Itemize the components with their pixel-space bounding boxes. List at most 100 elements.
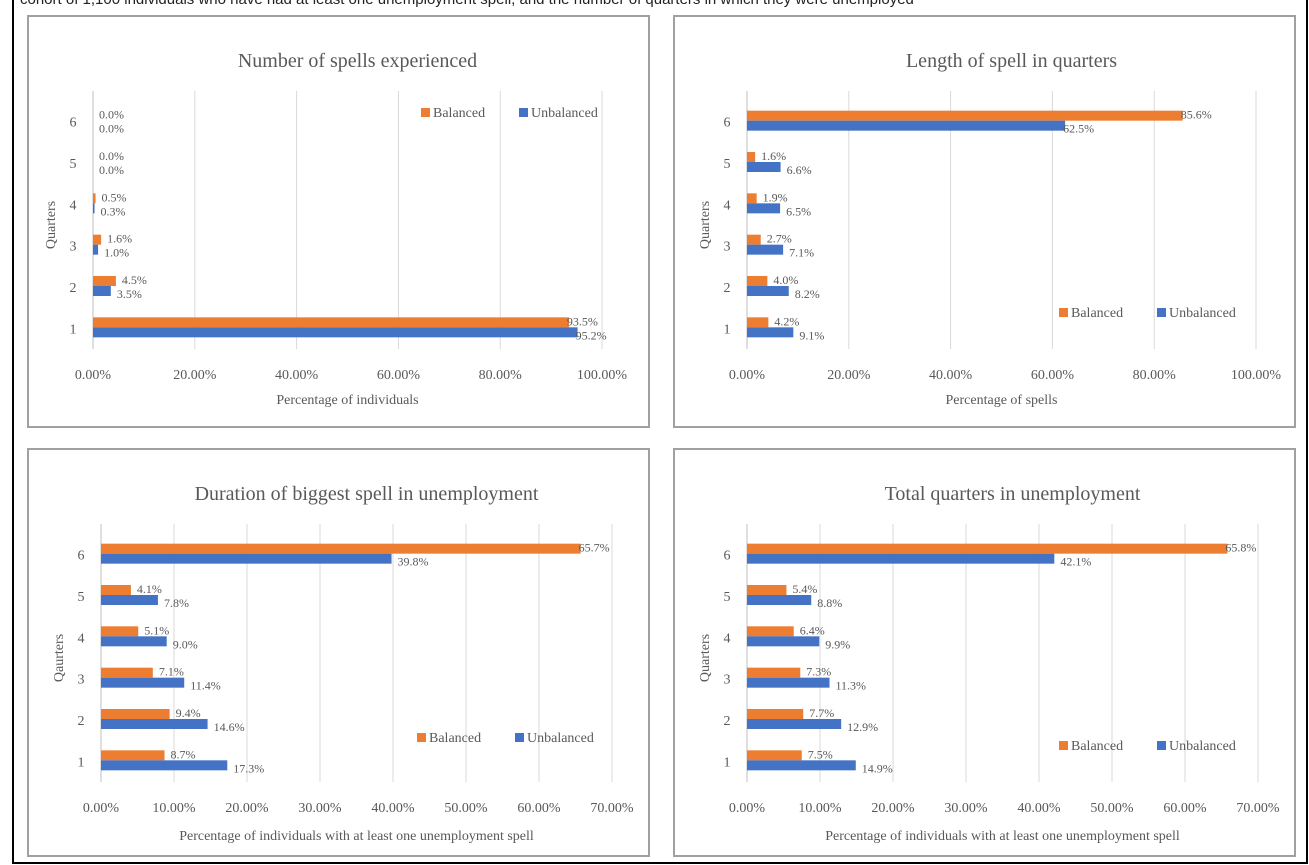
data-label: 7.7% bbox=[809, 706, 834, 720]
data-label: 0.0% bbox=[99, 163, 124, 177]
bar-unbalanced-3 bbox=[747, 677, 830, 688]
bar-balanced-1 bbox=[101, 750, 165, 761]
chart-title: Number of spells experienced bbox=[238, 50, 477, 72]
legend-label-balanced: Balanced bbox=[1071, 306, 1123, 321]
bar-balanced-2 bbox=[747, 276, 768, 286]
data-label: 6.5% bbox=[786, 204, 811, 218]
data-label: 7.1% bbox=[159, 665, 184, 679]
data-label: 3.5% bbox=[117, 287, 142, 301]
data-label: 7.8% bbox=[164, 596, 189, 610]
data-label: 1.6% bbox=[761, 149, 786, 163]
data-label: 5.4% bbox=[792, 582, 817, 596]
legend-label-unbalanced: Unbalanced bbox=[527, 731, 594, 746]
y-tick-label: 3 bbox=[724, 673, 731, 688]
x-tick-label: 60.00% bbox=[1163, 801, 1207, 816]
data-label: 9.0% bbox=[173, 637, 198, 651]
bar-balanced-3 bbox=[747, 667, 801, 678]
bar-unbalanced-6 bbox=[747, 120, 1066, 131]
bar-unbalanced-5 bbox=[747, 162, 781, 172]
bar-balanced-6 bbox=[101, 543, 581, 554]
y-tick-label: 4 bbox=[724, 631, 731, 646]
page-frame bbox=[12, 0, 1308, 864]
legend-label-balanced: Balanced bbox=[1071, 739, 1123, 754]
data-label: 1.6% bbox=[107, 232, 132, 246]
data-label: 6.6% bbox=[787, 163, 812, 177]
y-tick-label: 1 bbox=[724, 322, 731, 337]
x-tick-label: 10.00% bbox=[152, 801, 196, 816]
chart-number-of-spells-svg: Number of spells experienced 0.00% 20.00% 4… bbox=[44, 50, 627, 408]
legend-swatch-unbalanced bbox=[1157, 741, 1166, 750]
data-label: 7.5% bbox=[808, 747, 833, 761]
chart-title: Total quarters in unemployment bbox=[885, 483, 1141, 505]
x-tick-label: 20.00% bbox=[871, 801, 915, 816]
bar-balanced-1 bbox=[93, 317, 569, 328]
legend-swatch-unbalanced bbox=[515, 733, 524, 742]
x-tick-label: 60.00% bbox=[517, 801, 561, 816]
chart-total-quarters: Total quarters in unemployment 0.00% 10.00… bbox=[673, 448, 1296, 857]
legend-swatch-balanced bbox=[417, 733, 426, 742]
chart-title: Length of spell in quarters bbox=[906, 50, 1117, 72]
bar-unbalanced-3 bbox=[93, 244, 99, 255]
data-label: 4.5% bbox=[122, 273, 147, 287]
bar-balanced-1 bbox=[747, 317, 769, 328]
bar-balanced-2 bbox=[101, 709, 170, 719]
legend-swatch-unbalanced bbox=[1157, 308, 1166, 317]
header-fragment: cohort of 1,100 individuals who have had… bbox=[0, 0, 1309, 10]
data-label: 12.9% bbox=[847, 720, 878, 734]
bar-balanced-4 bbox=[93, 193, 96, 204]
chart-length-of-spell: Length of spell in quarters 0.00% 20.00% 40… bbox=[673, 15, 1296, 428]
y-tick-label: 1 bbox=[724, 755, 731, 770]
data-label: 0.0% bbox=[99, 149, 124, 163]
x-tick-label: 20.00% bbox=[827, 368, 871, 383]
data-label: 14.9% bbox=[862, 761, 893, 775]
bar-balanced-6 bbox=[747, 110, 1183, 121]
y-tick-label: 5 bbox=[724, 590, 731, 605]
data-label: 7.1% bbox=[789, 246, 814, 260]
chart-title: Duration of biggest spell in unemploymen… bbox=[195, 483, 539, 505]
bar-unbalanced-2 bbox=[747, 719, 842, 729]
data-label: 17.3% bbox=[233, 761, 264, 775]
y-tick-label: 3 bbox=[724, 240, 731, 255]
data-label: 11.4% bbox=[190, 679, 221, 693]
bar-balanced-2 bbox=[747, 709, 804, 719]
chart-number-of-spells: Number of spells experienced 0.00% 20.00% 4… bbox=[27, 15, 650, 428]
bar-balanced-4 bbox=[747, 193, 757, 204]
data-label: 11.3% bbox=[835, 679, 866, 693]
bar-balanced-2 bbox=[93, 276, 116, 286]
bar-unbalanced-1 bbox=[93, 327, 578, 338]
data-label: 65.8% bbox=[1225, 541, 1256, 555]
bar-unbalanced-1 bbox=[747, 760, 856, 771]
bar-unbalanced-6 bbox=[747, 553, 1055, 564]
y-tick-label: 2 bbox=[78, 714, 85, 729]
legend-swatch-balanced bbox=[1059, 308, 1068, 317]
y-tick-label: 5 bbox=[70, 157, 77, 172]
bar-unbalanced-4 bbox=[747, 636, 820, 647]
y-tick-label: 4 bbox=[70, 198, 77, 213]
x-tick-label: 0.00% bbox=[83, 801, 120, 816]
data-label: 5.1% bbox=[144, 623, 169, 637]
y-tick-label: 2 bbox=[70, 281, 77, 296]
x-tick-label: 60.00% bbox=[377, 368, 421, 383]
bar-unbalanced-3 bbox=[747, 244, 784, 255]
y-tick-label: 3 bbox=[70, 240, 77, 255]
legend-label-unbalanced: Unbalanced bbox=[1169, 306, 1236, 321]
legend-label-unbalanced: Unbalanced bbox=[531, 106, 598, 121]
y-tick-label: 4 bbox=[78, 631, 85, 646]
y-tick-label: 4 bbox=[724, 198, 731, 213]
chart-duration-biggest-spell: Duration of biggest spell in unemploymen… bbox=[27, 448, 650, 857]
bar-unbalanced-2 bbox=[93, 286, 111, 296]
legend-label-balanced: Balanced bbox=[429, 731, 481, 746]
data-label: 8.7% bbox=[171, 747, 196, 761]
data-label: 0.0% bbox=[99, 122, 124, 136]
bar-balanced-5 bbox=[747, 152, 756, 162]
y-tick-label: 1 bbox=[70, 322, 77, 337]
data-label: 2.7% bbox=[767, 232, 792, 246]
x-tick-label: 40.00% bbox=[275, 368, 319, 383]
legend-swatch-unbalanced bbox=[519, 108, 528, 117]
x-tick-label: 50.00% bbox=[1090, 801, 1134, 816]
header-fragment-text: cohort of 1,100 individuals who have had… bbox=[20, 0, 914, 8]
y-tick-label: 1 bbox=[78, 755, 85, 770]
x-tick-label: 0.00% bbox=[729, 801, 766, 816]
x-tick-label: 20.00% bbox=[225, 801, 269, 816]
bar-unbalanced-5 bbox=[747, 595, 812, 605]
